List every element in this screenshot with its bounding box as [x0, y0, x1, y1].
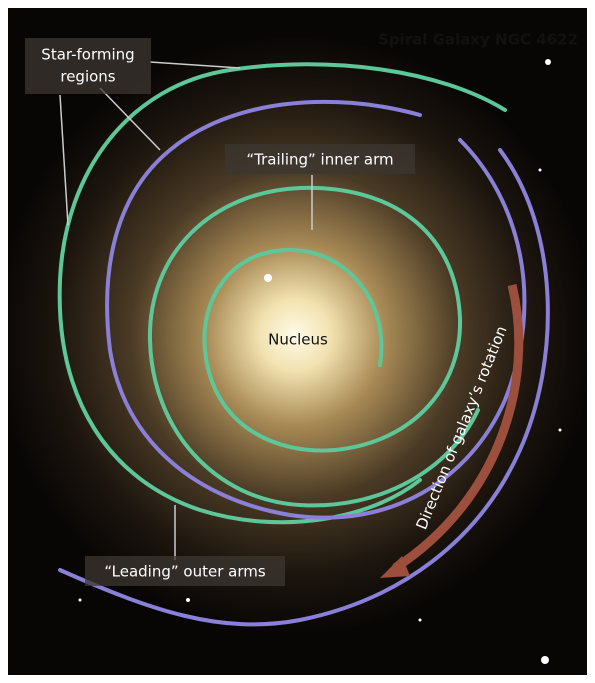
label: Nucleus — [268, 331, 328, 349]
title: Spiral Galaxy NGC 4622 — [378, 31, 578, 49]
label: Star-forming — [41, 46, 134, 64]
label: “Trailing” inner arm — [246, 151, 393, 169]
label: regions — [60, 68, 115, 86]
annotated-galaxy-image: Spiral Galaxy NGC 4622 Star-forming regi… — [0, 0, 595, 683]
label: “Leading” outer arms — [104, 563, 266, 581]
